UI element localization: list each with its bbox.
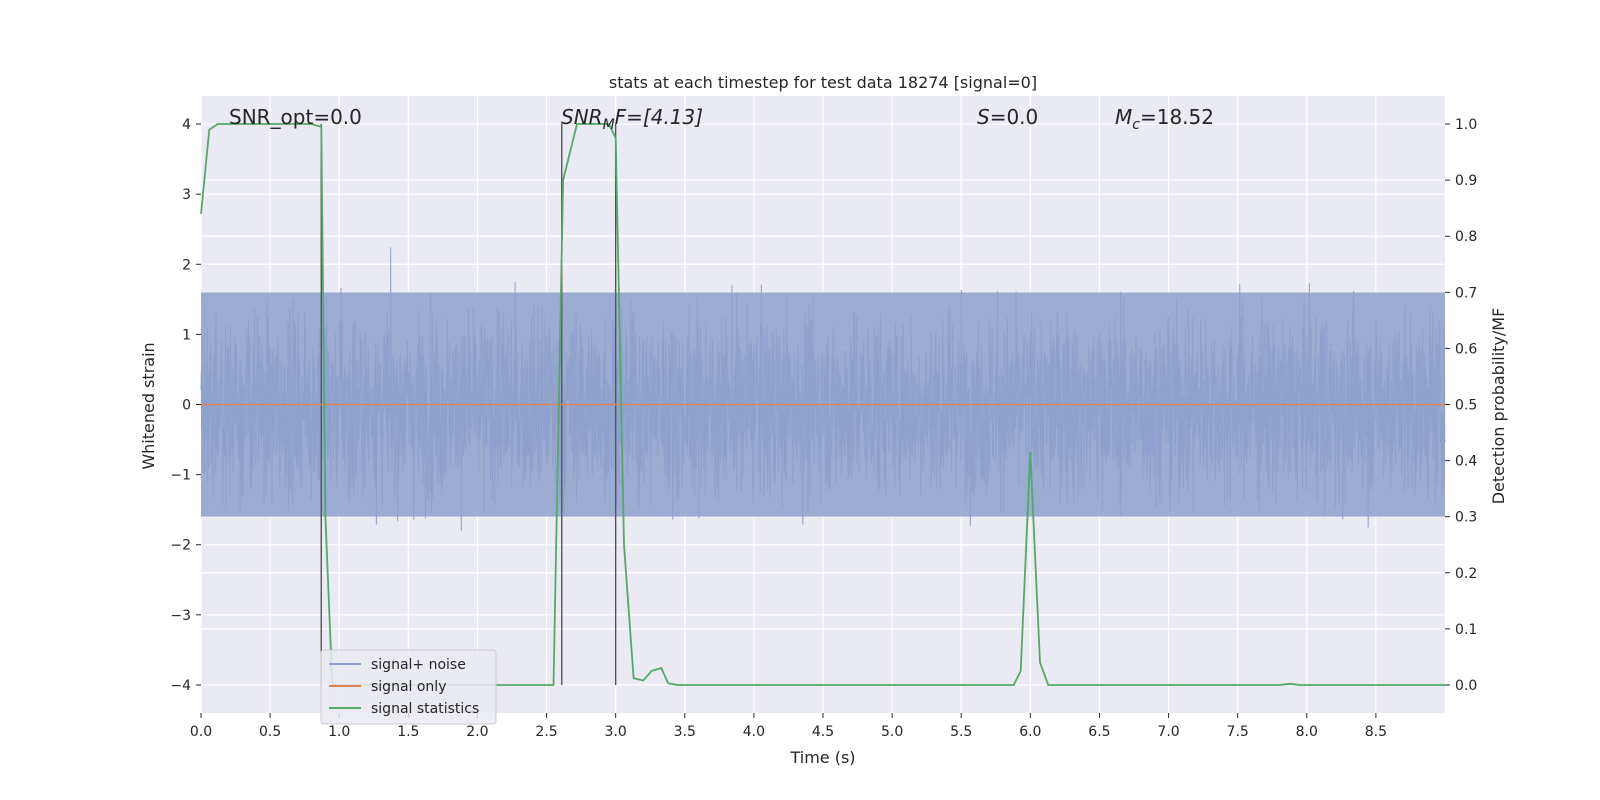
y-right-axis-ticks: 0.0 0.1 0.2 0.3 0.4 0.5 0.6 0.7 0.8 0.9 1.0	[1445, 117, 1477, 694]
x-tick-label: 0.5	[259, 724, 281, 740]
x-tick-label: 1.5	[397, 724, 419, 740]
x-tick-label: 7.0	[1157, 724, 1179, 740]
y-left-tick-label: −3	[170, 608, 191, 624]
y-right-tick-label: 0.1	[1455, 622, 1477, 638]
y-left-tick-label: −4	[170, 678, 191, 694]
legend-label-signal-only: signal only	[371, 679, 446, 695]
x-tick-label: 8.5	[1365, 724, 1387, 740]
y-right-tick-label: 0.0	[1455, 678, 1477, 694]
legend-label-signal-noise: signal+ noise	[371, 657, 466, 673]
x-tick-label: 5.5	[950, 724, 972, 740]
x-axis-label: Time (s)	[789, 748, 855, 767]
x-tick-label: 4.5	[812, 724, 834, 740]
y-right-axis-label: Detection probability/MF	[1489, 308, 1508, 505]
y-left-tick-label: −1	[170, 468, 191, 484]
series-signal-statistics-line	[200, 123, 1445, 686]
y-right-tick-label: 0.7	[1455, 285, 1477, 301]
annotation-snr-mf: SNRMF=[4.13]	[561, 105, 703, 133]
y-right-tick-label: 0.2	[1455, 566, 1477, 582]
x-tick-label: 7.5	[1227, 724, 1249, 740]
x-tick-label: 8.0	[1296, 724, 1318, 740]
y-right-tick-label: 0.5	[1455, 398, 1477, 414]
annotation-mc: Mc=18.52	[1115, 105, 1214, 133]
legend: signal+ noise signal only signal statist…	[320, 649, 497, 725]
y-left-tick-label: 2	[182, 257, 191, 273]
y-left-tick-label: 0	[182, 398, 191, 414]
x-axis-ticks: 0.0 0.5 1.0 1.5 2.0 2.5 3.0 3.5 4.0 4.5 5.0 5.5 6.0 6…	[190, 713, 1387, 740]
y-left-axis-label: Whitened strain	[139, 342, 158, 469]
x-tick-label: 3.0	[605, 724, 627, 740]
y-right-tick-label: 0.4	[1455, 454, 1477, 470]
x-tick-label: 6.0	[1019, 724, 1041, 740]
x-tick-label: 1.0	[328, 724, 350, 740]
legend-box	[320, 649, 497, 725]
x-tick-label: 5.0	[881, 724, 903, 740]
x-tick-label: 2.5	[535, 724, 557, 740]
y-right-tick-label: 1.0	[1455, 117, 1477, 133]
y-left-tick-label: 4	[182, 117, 191, 133]
x-tick-label: 3.5	[674, 724, 696, 740]
chart-title: stats at each timestep for test data 182…	[609, 73, 1037, 92]
legend-label-signal-statistics: signal statistics	[371, 701, 479, 717]
x-tick-label: 2.0	[466, 724, 488, 740]
y-right-tick-label: 0.6	[1455, 341, 1477, 357]
x-tick-label: 4.0	[743, 724, 765, 740]
annotation-snr-opt: SNR_opt=0.0	[229, 105, 362, 129]
y-left-tick-label: 1	[182, 327, 191, 343]
y-right-tick-label: 0.8	[1455, 229, 1477, 245]
y-left-tick-label: −2	[170, 538, 191, 554]
x-tick-label: 6.5	[1088, 724, 1110, 740]
x-tick-label: 0.0	[190, 724, 212, 740]
y-right-tick-label: 0.3	[1455, 510, 1477, 526]
y-left-axis-ticks: −4 −3 −2 −1 0 1 2 3 4	[170, 117, 201, 694]
y-left-tick-label: 3	[182, 187, 191, 203]
annotation-s: S=0.0	[977, 105, 1038, 129]
y-right-tick-label: 0.9	[1455, 173, 1477, 189]
